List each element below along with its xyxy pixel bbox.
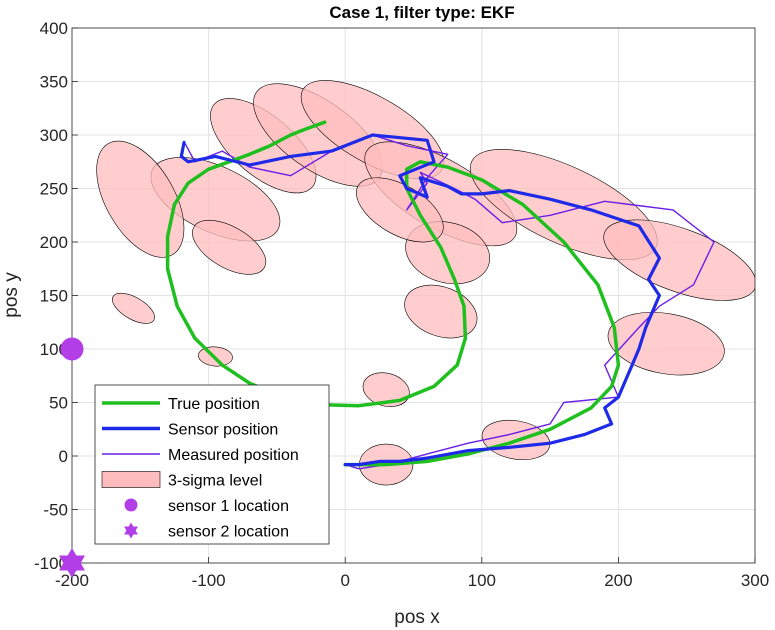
y-tick-label-6: 200 [40,233,68,252]
sigma-ellipse-16 [96,140,185,258]
y-tick-label-3: 50 [49,394,68,413]
sigma-ellipse-8 [404,284,478,339]
legend-label-1: Sensor position [168,422,278,439]
legend: True position Sensor position Measured pos… [94,384,330,545]
sensor-marker-2 [59,548,85,578]
legend-swatch-5 [124,522,138,539]
sigma-ellipse-7 [603,219,755,301]
x-tick-label-5: 300 [741,571,769,590]
legend-label-5: sensor 2 location [168,524,289,541]
y-tick-label-9: 350 [40,73,68,92]
y-tick-label-10: 400 [40,19,68,38]
series-line-sensor-position [179,133,662,467]
legend-swatch-3 [101,471,161,488]
y-tick-label-8: 300 [40,126,68,145]
data-layer [96,80,755,486]
y-tick-label-0: -100 [34,554,68,573]
legend-swatch-4 [124,498,138,512]
y-tick-label-5: 150 [40,287,68,306]
sigma-ellipse-15 [192,220,267,275]
legend-label-2: Measured position [168,447,299,464]
sigma-ellipse-14 [112,292,155,324]
chart-title: Case 1, filter type: EKF [329,3,514,22]
y-axis-label: pos y [1,272,22,318]
legend-box [94,384,330,545]
x-tick-label-1: -100 [192,571,226,590]
series-line-true-position [165,120,621,467]
legend-label-4: sensor 1 location [168,498,289,515]
y-tick-label-2: 0 [59,447,68,466]
sensor-marker-1 [60,337,84,361]
sigma-ellipse-17 [356,177,444,243]
x-tick-label-4: 200 [604,571,632,590]
legend-label-0: True position [168,396,260,413]
x-axis-label: pos x [394,607,440,628]
legend-label-3: 3-sigma level [168,473,262,490]
x-tick-label-3: 100 [468,571,496,590]
y-tick-label-4: 100 [40,340,68,359]
sigma-ellipse-9 [607,312,725,376]
y-tick-label-1: -50 [43,501,68,520]
y-tick-label-7: 250 [40,180,68,199]
x-tick-label-0: -200 [55,571,89,590]
x-tick-label-2: 0 [340,571,349,590]
